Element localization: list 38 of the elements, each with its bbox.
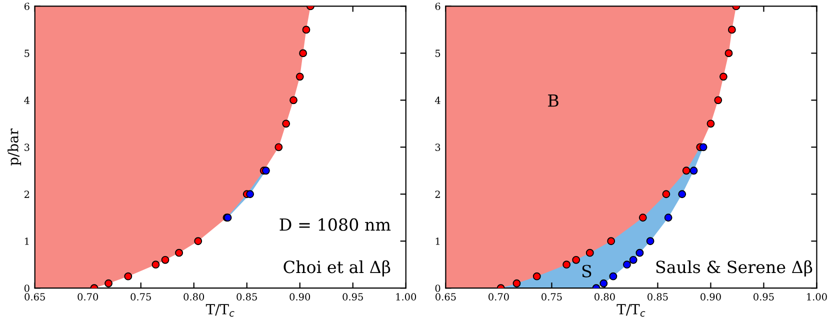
annotation: Choi et al Δβ [284, 260, 390, 276]
y-tick-label: 4 [24, 96, 30, 104]
y-tick-label: 1 [25, 238, 29, 245]
y-tick-label: 2 [435, 190, 440, 198]
x-tick-label: 1.00 [807, 293, 827, 300]
annotation: B [548, 94, 558, 107]
x-tick-label: 0.85 [648, 293, 668, 300]
x-tick-label: 0.65 [24, 293, 45, 300]
x-tick-label: 0.75 [130, 293, 151, 300]
x-tick-label: 0.80 [594, 293, 615, 300]
x-tick-label: 0.75 [542, 293, 562, 300]
x-tick-label: 0.90 [290, 293, 310, 300]
x-tick-label: 0.80 [184, 293, 204, 300]
annotation: S [582, 264, 592, 278]
x-tick-label: 0.90 [700, 293, 721, 300]
x-tick-label: 0.70 [488, 293, 509, 300]
y-tick-label: 2 [24, 190, 30, 198]
annotation: Sauls & Serene Δβ [656, 260, 812, 276]
y-tick-label: 6 [435, 2, 440, 10]
y-tick-label: 1 [436, 238, 440, 245]
y-tick-label: 0 [435, 284, 440, 292]
x-axis-title: T/T$_{c}$ [616, 304, 646, 317]
y-tick-label: 3 [24, 144, 30, 151]
x-tick-label: 1.00 [396, 293, 416, 300]
y-axis-title: p/bar [8, 128, 22, 166]
annotation: D = 1080 nm [280, 218, 391, 231]
x-tick-label: 0.65 [436, 293, 456, 300]
y-tick-label: 4 [434, 96, 440, 104]
x-tick-label: 0.70 [78, 293, 98, 300]
y-tick-label: 5 [24, 50, 30, 58]
x-tick-label: 0.95 [754, 293, 774, 300]
y-tick-label: 5 [435, 50, 440, 58]
y-tick-label: 3 [435, 144, 440, 151]
x-axis-title: T/T$_{c}$ [206, 304, 234, 317]
x-tick-label: 0.85 [236, 293, 257, 300]
x-tick-label: 0.95 [342, 293, 363, 300]
y-tick-label: 0 [24, 284, 30, 292]
y-tick-label: 6 [24, 2, 30, 10]
